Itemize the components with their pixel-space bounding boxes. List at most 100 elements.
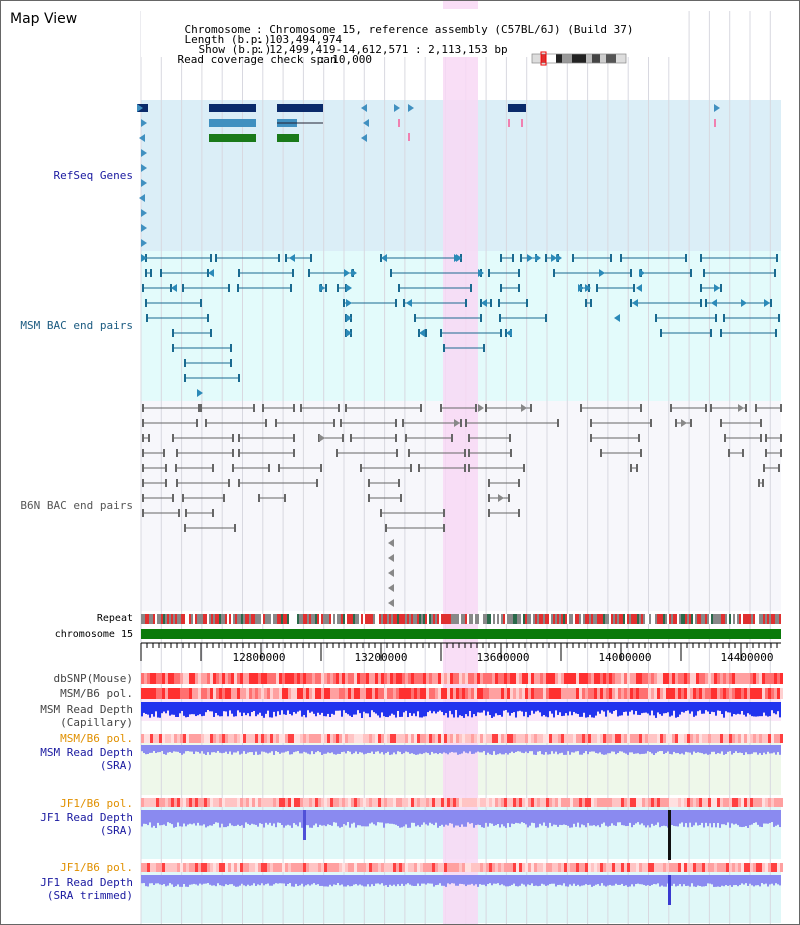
track-label-jf1-depth-sra[interactable]: JF1 Read Depth [40,811,133,824]
jf1-trimmed-depth-bar [751,875,753,886]
jf1-sra-depth-bar [749,810,751,826]
repeat-segment [149,614,151,624]
msm-b6-pol-density [174,688,177,699]
jf1-b6-pol-trimmed-density [609,863,612,872]
msm-b6-pol-sra-density [171,734,174,743]
msm-b6-pol-sra-density [423,734,426,743]
repeat-segment [227,614,229,624]
jf1-trimmed-depth-bar [621,875,623,884]
track-label-refseq[interactable]: RefSeq Genes [53,169,133,182]
track-label-b6n-bac[interactable]: B6N BAC end pairs [20,499,133,512]
b6n-bac-end [262,404,264,412]
msm-bac-end [210,329,212,337]
msm-capillary-depth-bar [307,702,309,711]
jf1-b6-pol-trimmed-density [558,863,561,872]
jf1-trimmed-depth-bar [375,875,377,884]
msm-capillary-depth-bar [295,702,297,714]
dbsnp-density [147,673,150,684]
jf1-b6-pol-trimmed-density [270,863,273,872]
track-label-msm-depth-sra-sub: (SRA) [99,759,133,772]
msm-capillary-depth-bar [235,702,237,717]
msm-sra-depth-bar [533,745,535,755]
jf1-sra-depth-bar [441,810,443,825]
msm-sra-depth-bar [559,745,561,754]
jf1-b6-pol-trimmed-density [636,863,639,872]
jf1-b6-pol-density [261,798,264,807]
msm-b6-pol-density [537,688,540,699]
jf1-sra-depth-bar [147,810,149,826]
track-label-msm-b6-pol-2[interactable]: MSM/B6 pol. [60,732,133,745]
axis-tick-label: 12800000 [233,651,286,664]
jf1-trimmed-depth-bar [605,875,607,887]
msm-b6-pol-density [255,688,258,699]
jf1-sra-depth-bar [753,810,755,823]
jf1-b6-pol-trimmed-density [201,863,204,872]
track-label-jf1-depth-trimmed[interactable]: JF1 Read Depth [40,876,133,889]
msm-capillary-depth-bar [537,702,539,711]
track-label-jf1-b6-pol-2[interactable]: JF1/B6 pol. [60,861,133,874]
repeat-segment [291,614,293,624]
dbsnp-density [768,673,771,684]
b6n-bac-end [340,419,342,427]
jf1-b6-pol-trimmed-density [774,863,777,872]
msm-capillary-depth-bar [545,702,547,717]
msm-bac-end [710,329,712,337]
dbsnp-density [495,673,498,684]
track-label-jf1-b6-pol-1[interactable]: JF1/B6 pol. [60,797,133,810]
track-label-msm-depth-capillary[interactable]: MSM Read Depth [40,703,133,716]
repeat-segment [681,614,683,624]
msm-b6-pol-density [141,688,144,699]
msm-capillary-depth-bar [243,702,245,713]
repeat-segment [621,614,623,624]
msm-sra-depth-bar [385,745,387,754]
track-label-dbsnp[interactable]: dbSNP(Mouse) [53,672,133,685]
jf1-sra-depth-bar [301,810,303,828]
jf1-b6-pol-density [267,798,270,807]
msm-b6-pol-density [570,688,573,699]
msm-sra-depth-bar [709,745,711,755]
dbsnp-density [648,673,651,684]
jf1-b6-pol-density [276,798,279,807]
jf1-b6-pol-density [597,798,600,807]
msm-b6-pol-density [453,688,456,699]
msm-capillary-depth-bar [371,702,373,711]
msm-sra-depth-bar [197,745,199,752]
jf1-sra-depth-bar [523,810,525,824]
track-label-msm-depth-sra[interactable]: MSM Read Depth [40,746,133,759]
jf1-sra-depth-bar [277,810,279,823]
msm-b6-pol-density [630,688,633,699]
msm-b6-pol-density [465,688,468,699]
repeat-segment [719,614,721,624]
jf1-b6-pol-density [468,798,471,807]
jf1-sra-depth-bar [675,810,677,827]
jf1-b6-pol-density [609,798,612,807]
msm-sra-depth-bar [597,745,599,754]
msm-sra-depth-bar [583,745,585,754]
jf1-b6-pol-density [189,798,192,807]
msm-b6-pol-sra-density [480,734,483,743]
msm-capillary-depth-bar [543,702,545,716]
dbsnp-density [684,673,687,684]
jf1-sra-depth-bar [747,810,749,828]
jf1-b6-pol-trimmed-density [567,863,570,872]
msm-b6-pol-density [705,688,708,699]
span-key: Read coverage check span [177,53,337,66]
msm-capillary-depth-bar [605,702,607,717]
msm-b6-pol-sra-density [669,734,672,743]
jf1-sra-depth-bar [543,810,545,823]
track-label-msm-b6-pol-1[interactable]: MSM/B6 pol. [60,687,133,700]
msm-capillary-depth-bar [689,702,691,714]
jf1-b6-pol-density [651,798,654,807]
dbsnp-density [354,673,357,684]
gene-marker [521,119,523,127]
msm-bac-end [715,314,717,322]
msm-sra-depth-bar [719,745,721,754]
jf1-b6-pol-density [270,798,273,807]
msm-b6-pol-density [624,688,627,699]
msm-capillary-depth-bar [457,702,459,718]
msm-bac-end [770,299,772,307]
track-label-msm-bac[interactable]: MSM BAC end pairs [20,319,133,332]
jf1-b6-pol-density [438,798,441,807]
dbsnp-density [630,673,633,684]
jf1-trimmed-depth-bar [745,875,747,884]
